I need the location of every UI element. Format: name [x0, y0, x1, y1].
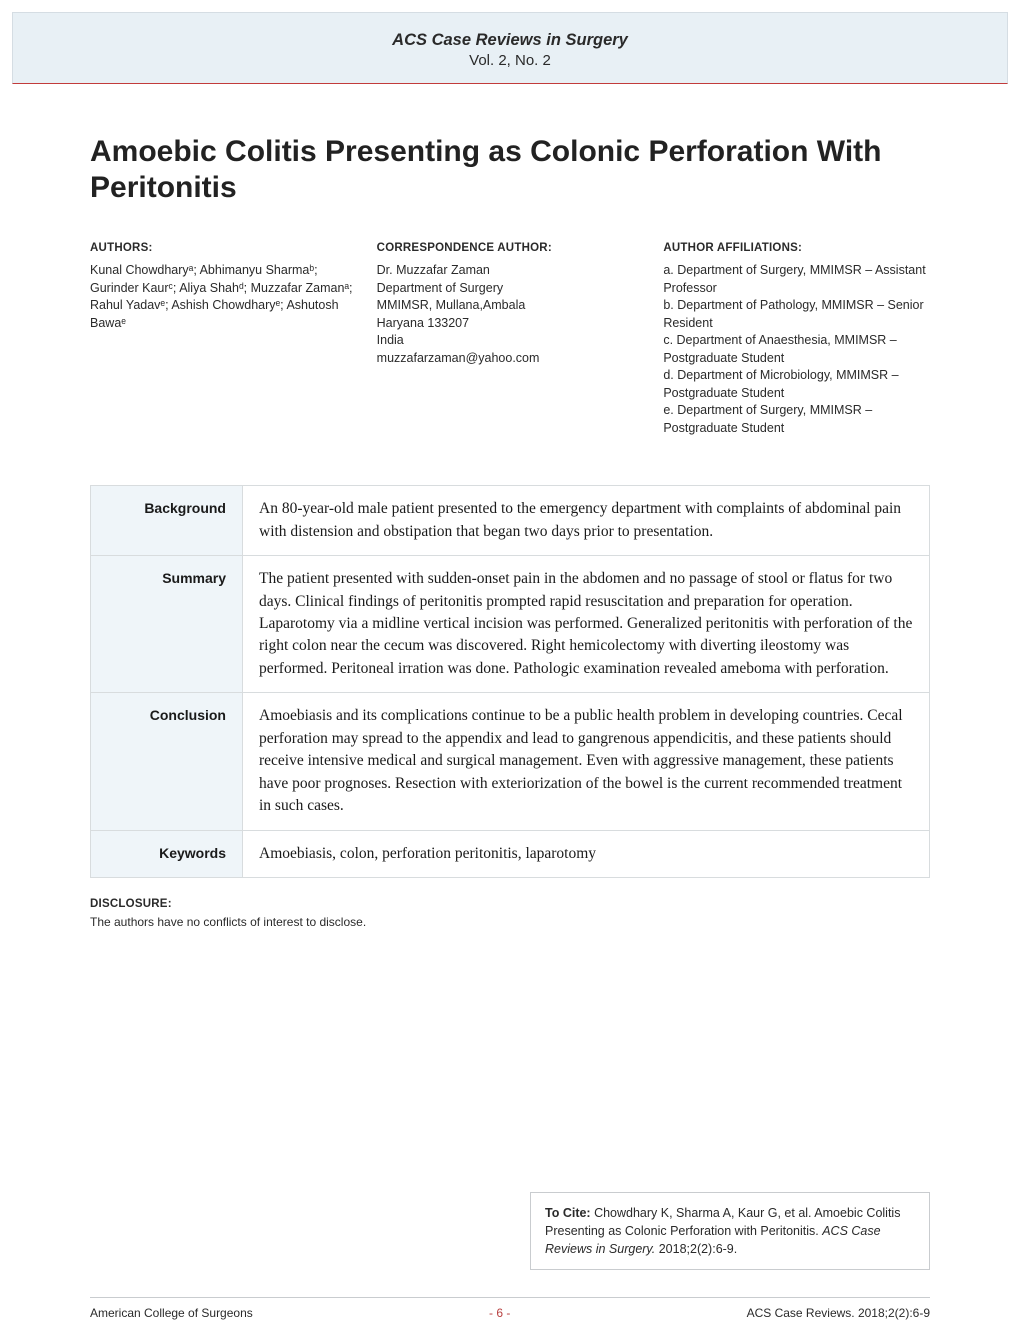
- authors-list: Kunal Chowdharyᵃ; Abhimanyu Sharmaᵇ; Gur…: [90, 262, 357, 332]
- footer-page-number: - 6 -: [489, 1306, 510, 1320]
- keywords-text: Amoebiasis, colon, perforation peritonit…: [243, 830, 930, 877]
- author-metadata-grid: AUTHORS: Kunal Chowdharyᵃ; Abhimanyu Sha…: [90, 240, 930, 437]
- affiliation-c: c. Department of Anaesthesia, MMIMSR – P…: [663, 332, 930, 367]
- authors-heading: AUTHORS:: [90, 240, 357, 256]
- correspondence-heading: CORRESPONDENCE AUTHOR:: [377, 240, 644, 256]
- affiliations-column: AUTHOR AFFILIATIONS: a. Department of Su…: [663, 240, 930, 437]
- affiliation-e: e. Department of Surgery, MMIMSR – Postg…: [663, 402, 930, 437]
- correspondence-dept: Department of Surgery: [377, 280, 644, 298]
- summary-text: The patient presented with sudden-onset …: [243, 556, 930, 693]
- citation-box: To Cite: Chowdhary K, Sharma A, Kaur G, …: [530, 1192, 930, 1270]
- affiliation-b: b. Department of Pathology, MMIMSR – Sen…: [663, 297, 930, 332]
- abstract-table: Background An 80-year-old male patient p…: [90, 485, 930, 878]
- correspondence-name: Dr. Muzzafar Zaman: [377, 262, 644, 280]
- affiliations-heading: AUTHOR AFFILIATIONS:: [663, 240, 930, 256]
- correspondence-country: India: [377, 332, 644, 350]
- correspondence-inst: MMIMSR, Mullana,Ambala: [377, 297, 644, 315]
- footer-left: American College of Surgeons: [90, 1306, 253, 1320]
- authors-column: AUTHORS: Kunal Chowdharyᵃ; Abhimanyu Sha…: [90, 240, 357, 437]
- correspondence-region: Haryana 133207: [377, 315, 644, 333]
- conclusion-label: Conclusion: [91, 693, 243, 830]
- cite-ref: 2018;2(2):6-9.: [655, 1242, 737, 1256]
- header-banner: ACS Case Reviews in Surgery Vol. 2, No. …: [12, 12, 1008, 84]
- correspondence-email: muzzafarzaman@yahoo.com: [377, 350, 644, 368]
- table-row: Background An 80-year-old male patient p…: [91, 486, 930, 556]
- cite-label: To Cite:: [545, 1206, 591, 1220]
- keywords-label: Keywords: [91, 830, 243, 877]
- correspondence-column: CORRESPONDENCE AUTHOR: Dr. Muzzafar Zama…: [377, 240, 644, 437]
- disclosure-heading: DISCLOSURE:: [90, 896, 930, 913]
- journal-volume: Vol. 2, No. 2: [13, 52, 1007, 69]
- footer-right: ACS Case Reviews. 2018;2(2):6-9: [747, 1306, 930, 1320]
- conclusion-text: Amoebiasis and its complications continu…: [243, 693, 930, 830]
- affiliation-a: a. Department of Surgery, MMIMSR – Assis…: [663, 262, 930, 297]
- journal-title: ACS Case Reviews in Surgery: [13, 31, 1007, 50]
- page-footer: American College of Surgeons - 6 - ACS C…: [90, 1297, 930, 1320]
- disclosure-section: DISCLOSURE: The authors have no conflict…: [90, 896, 930, 931]
- affiliation-d: d. Department of Microbiology, MMIMSR – …: [663, 367, 930, 402]
- table-row: Conclusion Amoebiasis and its complicati…: [91, 693, 930, 830]
- background-text: An 80-year-old male patient presented to…: [243, 486, 930, 556]
- background-label: Background: [91, 486, 243, 556]
- table-row: Keywords Amoebiasis, colon, perforation …: [91, 830, 930, 877]
- summary-label: Summary: [91, 556, 243, 693]
- content-area: Amoebic Colitis Presenting as Colonic Pe…: [0, 84, 1020, 931]
- article-title: Amoebic Colitis Presenting as Colonic Pe…: [90, 134, 930, 206]
- disclosure-text: The authors have no conflicts of interes…: [90, 913, 930, 931]
- table-row: Summary The patient presented with sudde…: [91, 556, 930, 693]
